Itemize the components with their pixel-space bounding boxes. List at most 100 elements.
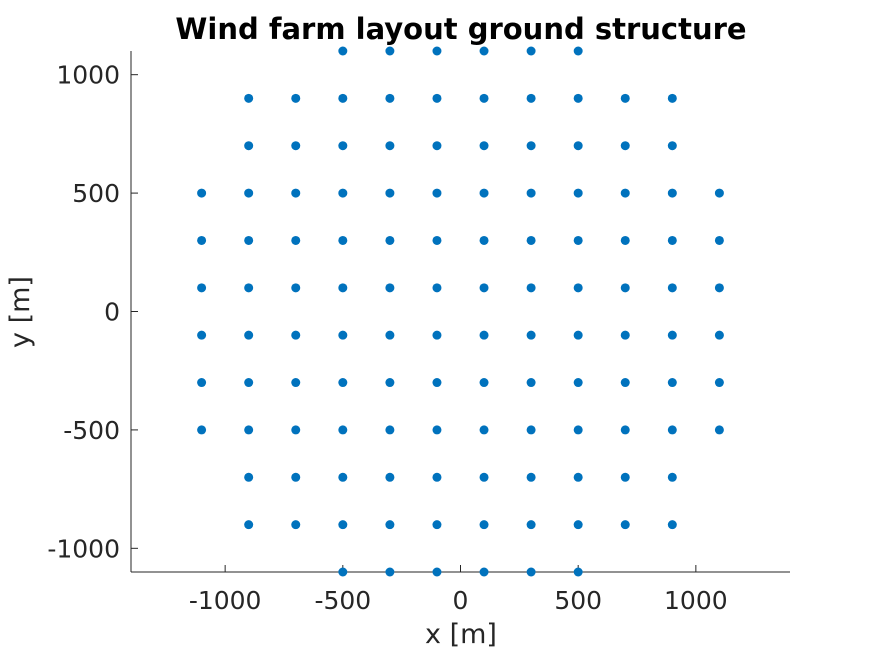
data-point [338, 93, 348, 103]
data-point [385, 188, 395, 198]
data-point [432, 567, 442, 577]
data-point [338, 330, 348, 340]
data-point [338, 520, 348, 530]
data-point [197, 235, 207, 245]
data-point [526, 520, 536, 530]
data-point [291, 188, 301, 198]
data-point [385, 46, 395, 56]
data-point [620, 378, 630, 388]
data-point [338, 378, 348, 388]
data-point [338, 46, 348, 56]
data-point [620, 141, 630, 151]
data-point [667, 425, 677, 435]
data-point [385, 567, 395, 577]
data-point [526, 235, 536, 245]
data-point [667, 283, 677, 293]
data-point [573, 520, 583, 530]
data-point [244, 378, 254, 388]
data-point [479, 567, 489, 577]
data-point [667, 93, 677, 103]
data-point [573, 46, 583, 56]
data-point [667, 188, 677, 198]
data-point [385, 93, 395, 103]
data-point [526, 93, 536, 103]
data-point [667, 141, 677, 151]
data-point [526, 472, 536, 482]
data-point [573, 141, 583, 151]
data-point [432, 93, 442, 103]
data-point [620, 188, 630, 198]
y-tick-label: 500 [72, 179, 120, 208]
data-point [291, 425, 301, 435]
data-point [338, 188, 348, 198]
data-point [526, 141, 536, 151]
y-tick-label: 0 [104, 298, 120, 327]
data-point [620, 472, 630, 482]
data-point [385, 520, 395, 530]
data-point [291, 93, 301, 103]
data-point [667, 378, 677, 388]
x-tick-label: 1000 [664, 586, 728, 615]
data-point [432, 188, 442, 198]
data-point [479, 283, 489, 293]
data-point [526, 283, 536, 293]
data-point [620, 283, 630, 293]
data-point [620, 520, 630, 530]
data-point [479, 93, 489, 103]
data-point [197, 378, 207, 388]
data-point [291, 378, 301, 388]
y-tick-label: -500 [63, 416, 120, 445]
x-tick-label: -1000 [189, 586, 262, 615]
data-point [573, 567, 583, 577]
data-point [244, 330, 254, 340]
data-point [338, 141, 348, 151]
data-point [432, 378, 442, 388]
data-point [244, 93, 254, 103]
data-point [667, 235, 677, 245]
data-point [244, 472, 254, 482]
data-point [291, 283, 301, 293]
data-point [573, 283, 583, 293]
data-point [667, 330, 677, 340]
data-point [714, 283, 724, 293]
data-point [338, 425, 348, 435]
x-tick-label: -500 [314, 586, 371, 615]
data-point [432, 46, 442, 56]
data-point [432, 283, 442, 293]
data-point [291, 141, 301, 151]
data-point [526, 567, 536, 577]
data-point [432, 235, 442, 245]
data-point [291, 235, 301, 245]
data-point [432, 520, 442, 530]
data-point [385, 283, 395, 293]
data-point [573, 472, 583, 482]
data-point [197, 283, 207, 293]
data-point [385, 235, 395, 245]
data-point [432, 330, 442, 340]
data-point [573, 235, 583, 245]
data-point [244, 520, 254, 530]
data-point [714, 425, 724, 435]
x-ticks: -1000 -500 0 500 1000 [189, 565, 728, 615]
data-point [620, 235, 630, 245]
data-point [573, 188, 583, 198]
data-point [244, 141, 254, 151]
y-tick-label: -1000 [47, 534, 120, 563]
data-point [197, 188, 207, 198]
data-point [291, 472, 301, 482]
data-point [197, 330, 207, 340]
data-point [479, 46, 489, 56]
data-point [244, 188, 254, 198]
data-point [526, 46, 536, 56]
data-point [479, 188, 489, 198]
data-point [385, 330, 395, 340]
data-point [667, 472, 677, 482]
data-point [385, 472, 395, 482]
data-point [338, 472, 348, 482]
data-point [573, 93, 583, 103]
data-point [573, 378, 583, 388]
data-point [620, 330, 630, 340]
data-point [573, 330, 583, 340]
data-point [338, 235, 348, 245]
